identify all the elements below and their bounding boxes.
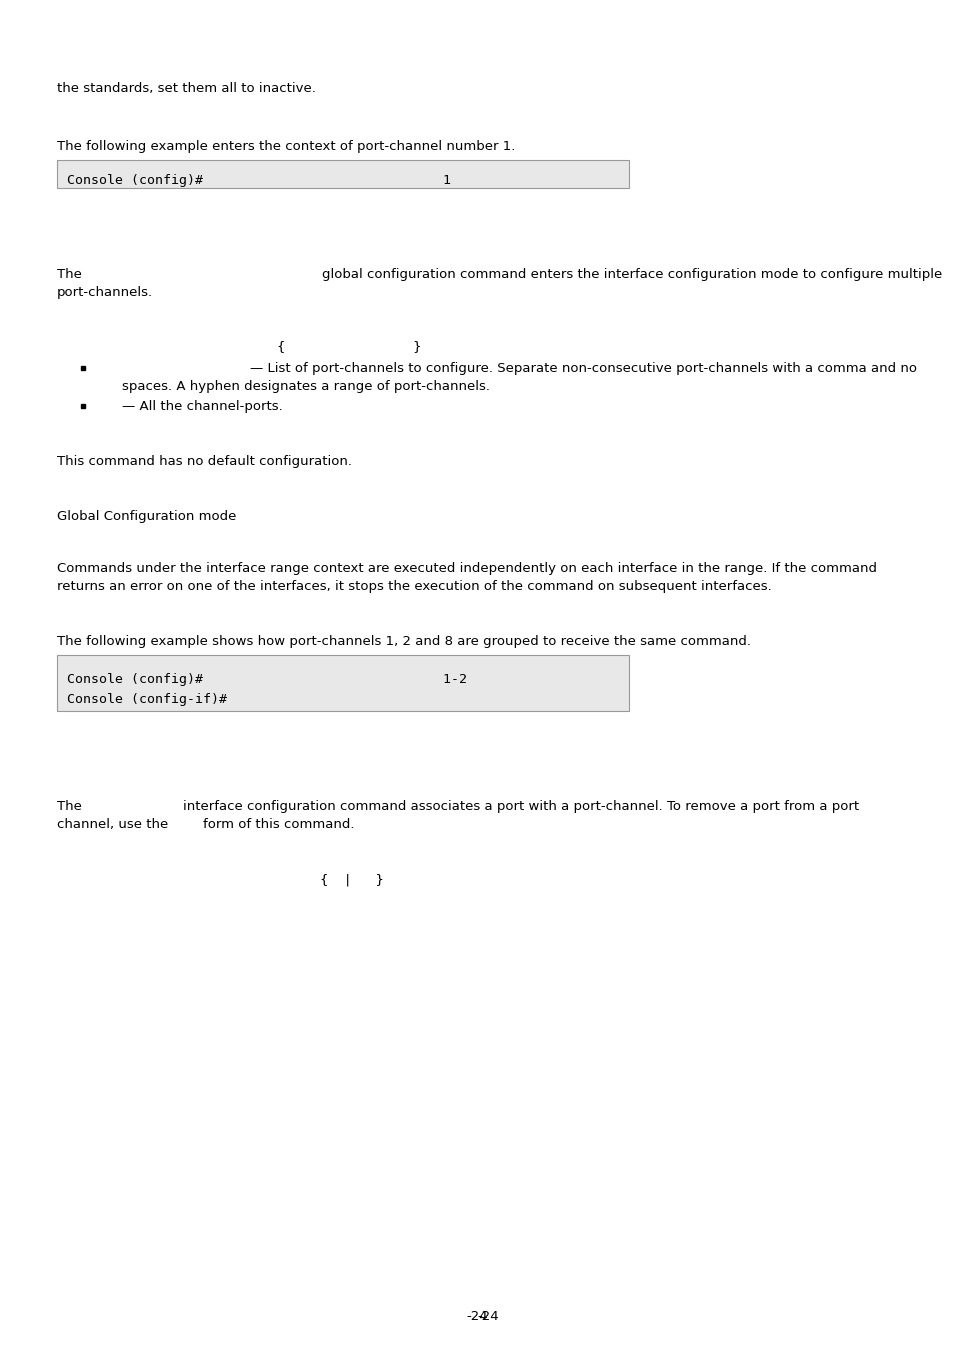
Text: This command has no default configuration.: This command has no default configuratio…: [57, 455, 352, 468]
Text: form of this command.: form of this command.: [203, 818, 355, 832]
Text: The: The: [57, 269, 82, 281]
Text: The following example enters the context of port-channel number 1.: The following example enters the context…: [57, 140, 515, 153]
Bar: [57, 655, 628, 711]
Text: port-channels.: port-channels.: [57, 286, 153, 298]
Text: {                              }: { }: [276, 340, 421, 352]
Text: The: The: [57, 801, 82, 813]
Text: global configuration command enters the interface configuration mode to configur: global configuration command enters the …: [322, 269, 942, 281]
Text: {    |      }: { | }: [319, 873, 383, 887]
Text: — All the channel-ports.: — All the channel-ports.: [122, 400, 282, 413]
Text: channel, use the: channel, use the: [57, 818, 168, 832]
Text: Console (config)#                              1: Console (config)# 1: [67, 174, 451, 188]
Text: -24: -24: [466, 1310, 487, 1323]
Text: Commands under the interface range context are executed independently on each in: Commands under the interface range conte…: [57, 562, 876, 575]
Text: returns an error on one of the interfaces, it stops the execution of the command: returns an error on one of the interface…: [57, 580, 771, 593]
Text: interface configuration command associates a port with a port-channel. To remove: interface configuration command associat…: [183, 801, 859, 813]
Text: Console (config-if)#: Console (config-if)#: [67, 693, 227, 706]
Text: -24: -24: [476, 1310, 498, 1323]
Text: the standards, set them all to inactive.: the standards, set them all to inactive.: [57, 82, 315, 94]
Bar: [57, 161, 628, 188]
Text: — List of port-channels to configure. Separate non-consecutive port-channels wit: — List of port-channels to configure. Se…: [250, 362, 916, 375]
Text: spaces. A hyphen designates a range of port-channels.: spaces. A hyphen designates a range of p…: [122, 379, 490, 393]
Text: Global Configuration mode: Global Configuration mode: [57, 510, 236, 522]
Text: Console (config)#                              1-2: Console (config)# 1-2: [67, 674, 467, 686]
Text: The following example shows how port-channels 1, 2 and 8 are grouped to receive : The following example shows how port-cha…: [57, 634, 750, 648]
